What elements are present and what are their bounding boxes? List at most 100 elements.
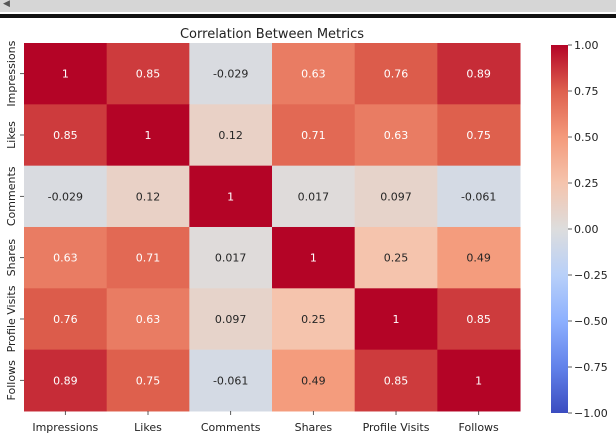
heatmap-cell — [106, 104, 190, 167]
x-tick-label: Shares — [295, 421, 333, 434]
colorbar-tick-label: 0.50 — [574, 131, 599, 144]
heatmap-cell — [189, 43, 273, 105]
cell-value-label: 1 — [310, 252, 317, 265]
x-tick-label: Follows — [459, 421, 500, 434]
heatmap-cell — [437, 288, 521, 351]
cell-value-label: 0.017 — [298, 190, 330, 203]
cell-value-label: 0.75 — [136, 374, 161, 387]
cell-value-label: 0.63 — [53, 252, 78, 265]
cell-value-label: 1 — [62, 68, 69, 81]
cell-value-label: -0.061 — [461, 190, 496, 203]
cell-value-label: 0.25 — [301, 313, 326, 326]
cell-value-label: 1 — [227, 190, 234, 203]
cell-value-label: 0.85 — [136, 68, 161, 81]
colorbar — [551, 45, 568, 413]
heatmap-cell — [354, 349, 438, 412]
cell-value-label: 0.89 — [53, 374, 78, 387]
colorbar-tick-label: 0.25 — [574, 177, 599, 190]
heatmap-cell — [437, 165, 521, 228]
colorbar-tick-label: −0.75 — [574, 361, 608, 374]
y-tick-label: Impressions — [5, 40, 18, 106]
heatmap-cell — [189, 349, 273, 412]
heatmap-cell — [24, 288, 108, 351]
cell-value-label: 0.89 — [466, 68, 491, 81]
heatmap-cell — [354, 288, 438, 351]
heatmap-cell — [106, 349, 190, 412]
chart-title: Correlation Between Metrics — [180, 27, 364, 42]
cell-value-label: 0.017 — [215, 252, 247, 265]
cell-value-label: 0.85 — [384, 374, 409, 387]
cell-value-label: 0.76 — [53, 313, 78, 326]
colorbar-tick-label: 1.00 — [574, 39, 599, 52]
heatmap-cell — [437, 43, 521, 105]
heatmap-cell — [189, 165, 273, 228]
heatmap-cell — [354, 165, 438, 228]
colorbar-tick-label: −1.00 — [574, 407, 608, 420]
cell-value-label: 0.49 — [466, 252, 491, 265]
heatmap-cell — [106, 226, 190, 289]
heatmap-cell — [24, 104, 108, 167]
cell-value-label: -0.029 — [48, 190, 83, 203]
cell-value-label: 0.097 — [215, 313, 247, 326]
heatmap-cell — [437, 104, 521, 167]
x-tick-label: Likes — [134, 421, 162, 434]
heatmap-cell — [106, 165, 190, 228]
cell-value-label: 0.63 — [136, 313, 161, 326]
cell-value-label: 1 — [393, 313, 400, 326]
cell-value-label: 0.12 — [218, 129, 243, 142]
heatmap-cell — [354, 43, 438, 105]
heatmap-cells — [24, 43, 521, 412]
x-tick-label: Comments — [201, 421, 261, 434]
x-axis-ticks: Impressions Likes Comments Shares Profile Vi… — [32, 410, 500, 434]
cell-value-label: 0.12 — [136, 190, 161, 203]
colorbar-ticks: 1.00 0.75 0.50 0.25 0.00 −0.25 −0.50 −0.75 −1.00 — [568, 39, 608, 420]
y-tick-label: Comments — [5, 166, 18, 226]
y-axis-ticks: Impressions Likes Comments Shares Profile Vi… — [5, 40, 24, 400]
heatmap-cell — [272, 349, 356, 412]
cell-value-label: -0.029 — [213, 68, 248, 81]
cell-value-label: 1 — [475, 374, 482, 387]
cell-value-label: 1 — [145, 129, 152, 142]
cell-value-label: 0.71 — [301, 129, 326, 142]
cell-value-label: 0.097 — [380, 190, 412, 203]
heatmap-cell — [272, 43, 356, 105]
heatmap-cell — [189, 104, 273, 167]
heatmap-cell — [272, 288, 356, 351]
heatmap-cell — [354, 104, 438, 167]
heatmap-cell — [437, 349, 521, 412]
window-divider — [0, 14, 616, 18]
cell-value-label: 0.63 — [301, 68, 326, 81]
colorbar-tick-label: −0.25 — [574, 269, 608, 282]
cell-value-label: 0.71 — [136, 252, 161, 265]
y-tick-label: Shares — [5, 239, 18, 277]
heatmap-cell — [24, 43, 108, 105]
heatmap-cell — [272, 104, 356, 167]
cell-value-label: 0.63 — [384, 129, 409, 142]
cell-value-label: 0.76 — [384, 68, 409, 81]
heatmap-cell — [189, 288, 273, 351]
cell-value-label: 0.25 — [384, 252, 409, 265]
x-tick-label: Impressions — [32, 421, 98, 434]
y-tick-label: Profile Visits — [5, 285, 18, 352]
heatmap-cell — [106, 43, 190, 105]
cell-value-label: -0.061 — [213, 374, 248, 387]
heatmap-cell — [106, 288, 190, 351]
heatmap-cell — [189, 226, 273, 289]
colorbar-tick-label: 0.75 — [574, 85, 599, 98]
y-tick-label: Likes — [5, 121, 18, 149]
cell-value-label: 0.85 — [466, 313, 491, 326]
y-tick-label: Follows — [5, 360, 18, 401]
heatmap-cell — [437, 226, 521, 289]
horizontal-scrollbar[interactable]: ◀ — [0, 0, 616, 12]
cell-value-label: 0.49 — [301, 374, 326, 387]
heatmap-cell — [24, 349, 108, 412]
cell-value-label: 0.75 — [466, 129, 491, 142]
colorbar-tick-label: −0.50 — [574, 315, 608, 328]
heatmap-cell — [272, 226, 356, 289]
heatmap-cell-labels: 1 0.85 -0.029 0.63 0.76 0.89 0.85 1 0.12 0.71 0.63… — [48, 68, 497, 388]
cell-value-label: 0.85 — [53, 129, 78, 142]
chevron-left-icon[interactable]: ◀ — [3, 0, 10, 9]
heatmap-cell — [272, 165, 356, 228]
heatmap-cell — [24, 226, 108, 289]
